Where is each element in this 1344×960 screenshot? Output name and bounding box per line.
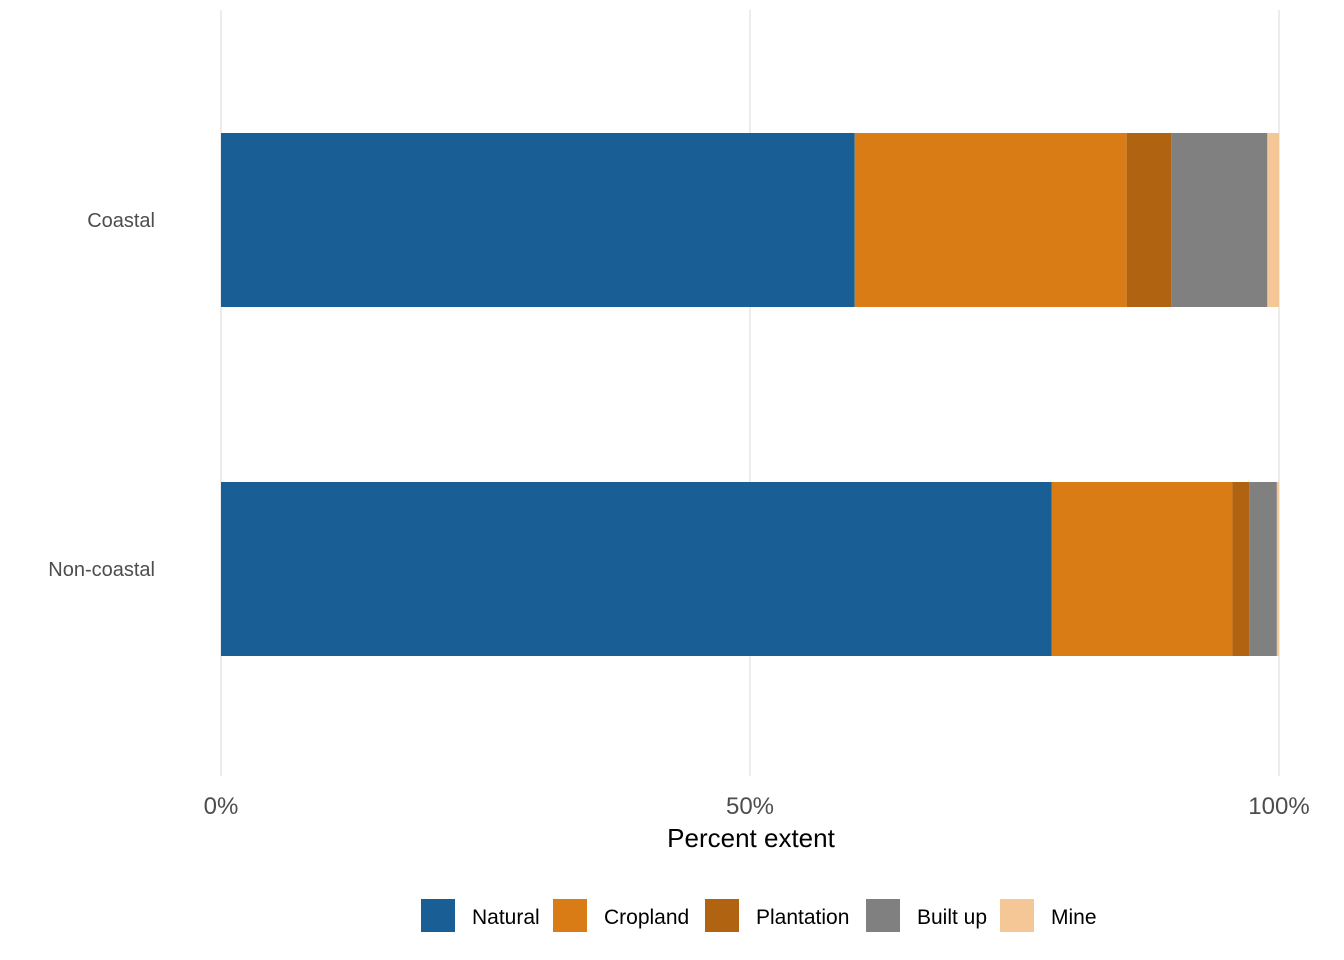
bar-segment-non-coastal-built-up: [1249, 482, 1277, 656]
legend-item-built-up: Built up: [866, 899, 987, 932]
bar-segment-coastal-natural: [221, 133, 855, 307]
x-tick-label-1: 50%: [726, 793, 774, 820]
x-tick-label-0: 0%: [204, 793, 239, 820]
x-tick-label-2: 100%: [1248, 793, 1309, 820]
legend-label: Natural: [472, 906, 540, 929]
bar-segment-coastal-mine: [1267, 133, 1279, 307]
legend: Natural Cropland Plantation Built up Mine: [421, 899, 1097, 932]
legend-item-mine: Mine: [1000, 899, 1097, 932]
bar-segment-coastal-cropland: [854, 133, 1127, 307]
y-label-0: Coastal: [87, 210, 155, 232]
y-label-1: Non-coastal: [48, 559, 155, 581]
bar-segment-coastal-built-up: [1171, 133, 1268, 307]
legend-key: [1000, 899, 1034, 932]
bars: [221, 133, 1279, 656]
legend-key: [421, 899, 455, 932]
legend-label: Plantation: [756, 906, 849, 929]
legend-label: Mine: [1051, 906, 1097, 929]
gridlines: [220, 10, 1280, 776]
x-axis-tick-labels: 0% 50% 100%: [204, 793, 1310, 820]
legend-label: Cropland: [604, 906, 689, 929]
bar-segment-non-coastal-mine: [1276, 482, 1279, 656]
bar-segment-non-coastal-plantation: [1232, 482, 1250, 656]
y-axis-labels: Coastal Non-coastal: [48, 210, 155, 581]
legend-key: [705, 899, 739, 932]
bar-segment-coastal-plantation: [1126, 133, 1172, 307]
legend-label: Built up: [917, 906, 987, 929]
legend-key: [866, 899, 900, 932]
bar-segment-non-coastal-cropland: [1051, 482, 1233, 656]
legend-item-cropland: Cropland: [553, 899, 689, 932]
bar-segment-non-coastal-natural: [221, 482, 1052, 656]
legend-item-natural: Natural: [421, 899, 540, 932]
legend-item-plantation: Plantation: [705, 899, 849, 932]
legend-key: [553, 899, 587, 932]
x-axis-title: Percent extent: [667, 823, 835, 853]
